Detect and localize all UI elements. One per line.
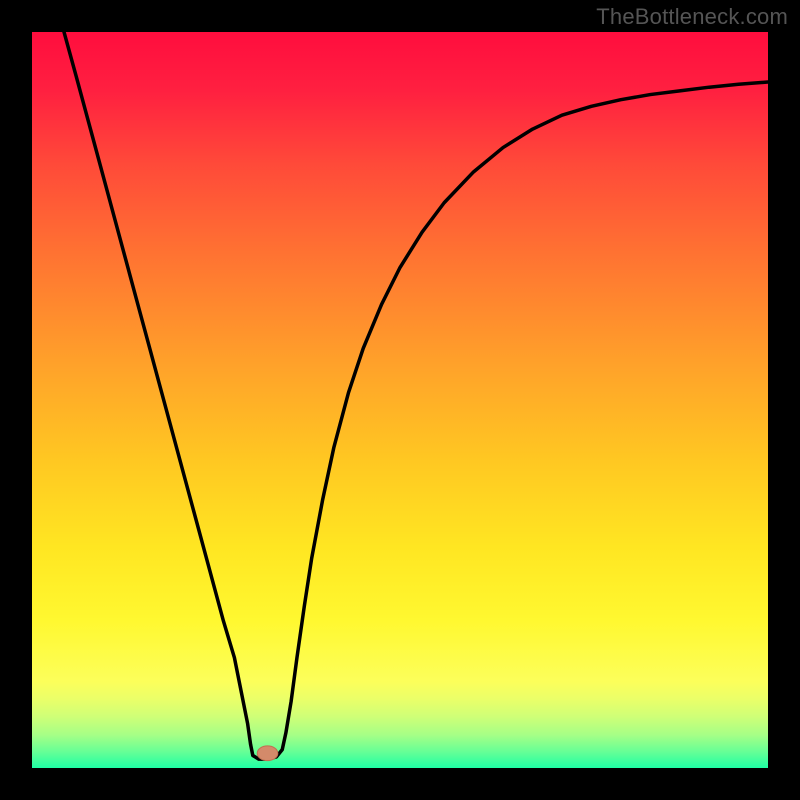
watermark-text: TheBottleneck.com (596, 4, 788, 30)
gradient-chart-svg (32, 32, 768, 768)
plot-area (32, 32, 768, 768)
minimum-marker (257, 746, 278, 761)
chart-frame: TheBottleneck.com (0, 0, 800, 800)
gradient-background (32, 32, 768, 768)
